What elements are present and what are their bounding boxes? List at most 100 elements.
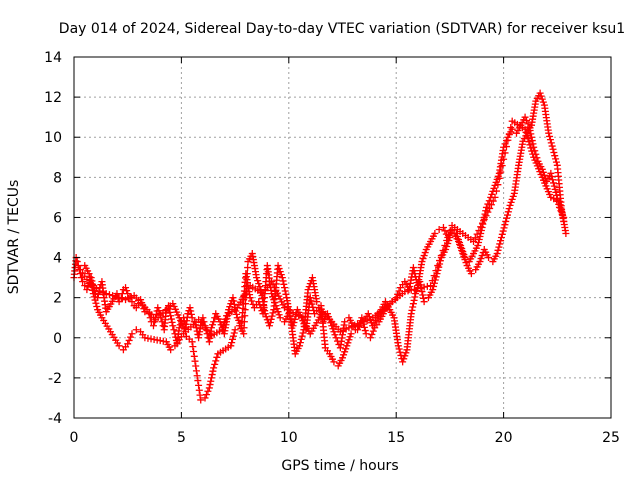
x-axis-label: GPS time / hours — [281, 458, 398, 474]
data-point — [428, 277, 436, 285]
data-point — [502, 143, 510, 151]
y-tick-label: -4 — [48, 411, 62, 427]
data-point — [401, 288, 409, 296]
data-point — [344, 339, 352, 347]
data-point — [500, 155, 508, 163]
data-point — [99, 289, 107, 297]
data-point — [509, 192, 517, 200]
data-point — [240, 324, 248, 332]
data-point — [140, 305, 148, 313]
data-point — [354, 320, 362, 328]
y-tick-label: 6 — [53, 210, 62, 226]
data-point — [550, 148, 558, 156]
data-point — [243, 276, 251, 284]
data-point — [199, 314, 207, 322]
data-point — [521, 113, 529, 121]
data-point — [459, 250, 467, 258]
data-point — [456, 241, 464, 249]
data-point — [212, 357, 220, 365]
data-point — [460, 253, 468, 261]
data-point — [207, 377, 215, 385]
data-point — [195, 386, 203, 394]
data-point — [368, 330, 376, 338]
data-point — [123, 287, 131, 295]
data-point — [462, 259, 470, 267]
data-point — [93, 302, 101, 310]
data-point — [552, 155, 560, 163]
data-point — [332, 334, 340, 342]
data-point — [219, 322, 227, 330]
data-point — [408, 306, 416, 314]
data-point — [232, 307, 240, 315]
data-point — [109, 292, 117, 300]
data-point — [360, 318, 368, 326]
data-point — [418, 288, 426, 296]
data-point — [493, 250, 501, 258]
data-point — [340, 351, 348, 359]
data-point — [545, 129, 553, 137]
data-point — [414, 285, 422, 293]
data-point — [118, 295, 126, 303]
data-point — [127, 333, 135, 341]
data-point — [444, 231, 452, 239]
data-point — [339, 354, 346, 362]
data-point — [83, 286, 91, 294]
data-point — [558, 207, 566, 215]
data-point — [437, 252, 445, 260]
data-point — [167, 346, 175, 354]
data-point — [421, 249, 429, 257]
data-point — [548, 173, 556, 181]
data-point — [364, 310, 372, 318]
data-point — [128, 298, 136, 306]
data-point — [154, 304, 162, 312]
data-point — [165, 305, 173, 313]
data-point — [443, 237, 451, 245]
data-point — [209, 367, 217, 375]
data-point — [461, 256, 469, 264]
data-point — [552, 158, 560, 166]
data-point — [557, 204, 565, 212]
data-point — [298, 332, 306, 340]
data-point — [208, 371, 216, 379]
data-point — [430, 282, 438, 290]
data-point — [524, 120, 532, 128]
data-point — [206, 381, 214, 389]
data-point — [275, 265, 283, 273]
data-point — [497, 237, 505, 245]
x-tick-label: 5 — [177, 430, 186, 446]
data-point — [431, 229, 439, 237]
data-point — [363, 317, 371, 325]
data-point — [218, 326, 226, 334]
data-point — [102, 290, 110, 298]
data-point — [213, 353, 221, 361]
data-point — [296, 339, 304, 347]
data-point — [81, 282, 89, 290]
data-point — [192, 362, 200, 370]
data-point — [487, 201, 495, 209]
data-point — [484, 208, 492, 216]
data-point — [475, 239, 483, 247]
data-point — [429, 286, 437, 294]
data-point — [241, 312, 249, 320]
y-tick-label: 4 — [53, 251, 62, 267]
data-point — [341, 318, 349, 326]
data-point — [93, 285, 101, 293]
data-point — [492, 187, 500, 195]
data-point — [436, 257, 444, 265]
data-point — [278, 274, 286, 282]
data-point — [497, 168, 505, 176]
data-point — [89, 286, 97, 294]
data-point — [399, 358, 407, 366]
data-point — [125, 336, 133, 344]
data-point — [496, 240, 504, 248]
data-point — [454, 238, 462, 246]
data-point — [551, 152, 559, 160]
data-point — [439, 247, 447, 255]
data-point — [191, 357, 199, 365]
data-point — [400, 355, 408, 363]
data-point — [439, 223, 447, 231]
data-point — [546, 132, 554, 140]
y-tick-label: 12 — [44, 90, 62, 106]
data-point — [475, 236, 483, 244]
